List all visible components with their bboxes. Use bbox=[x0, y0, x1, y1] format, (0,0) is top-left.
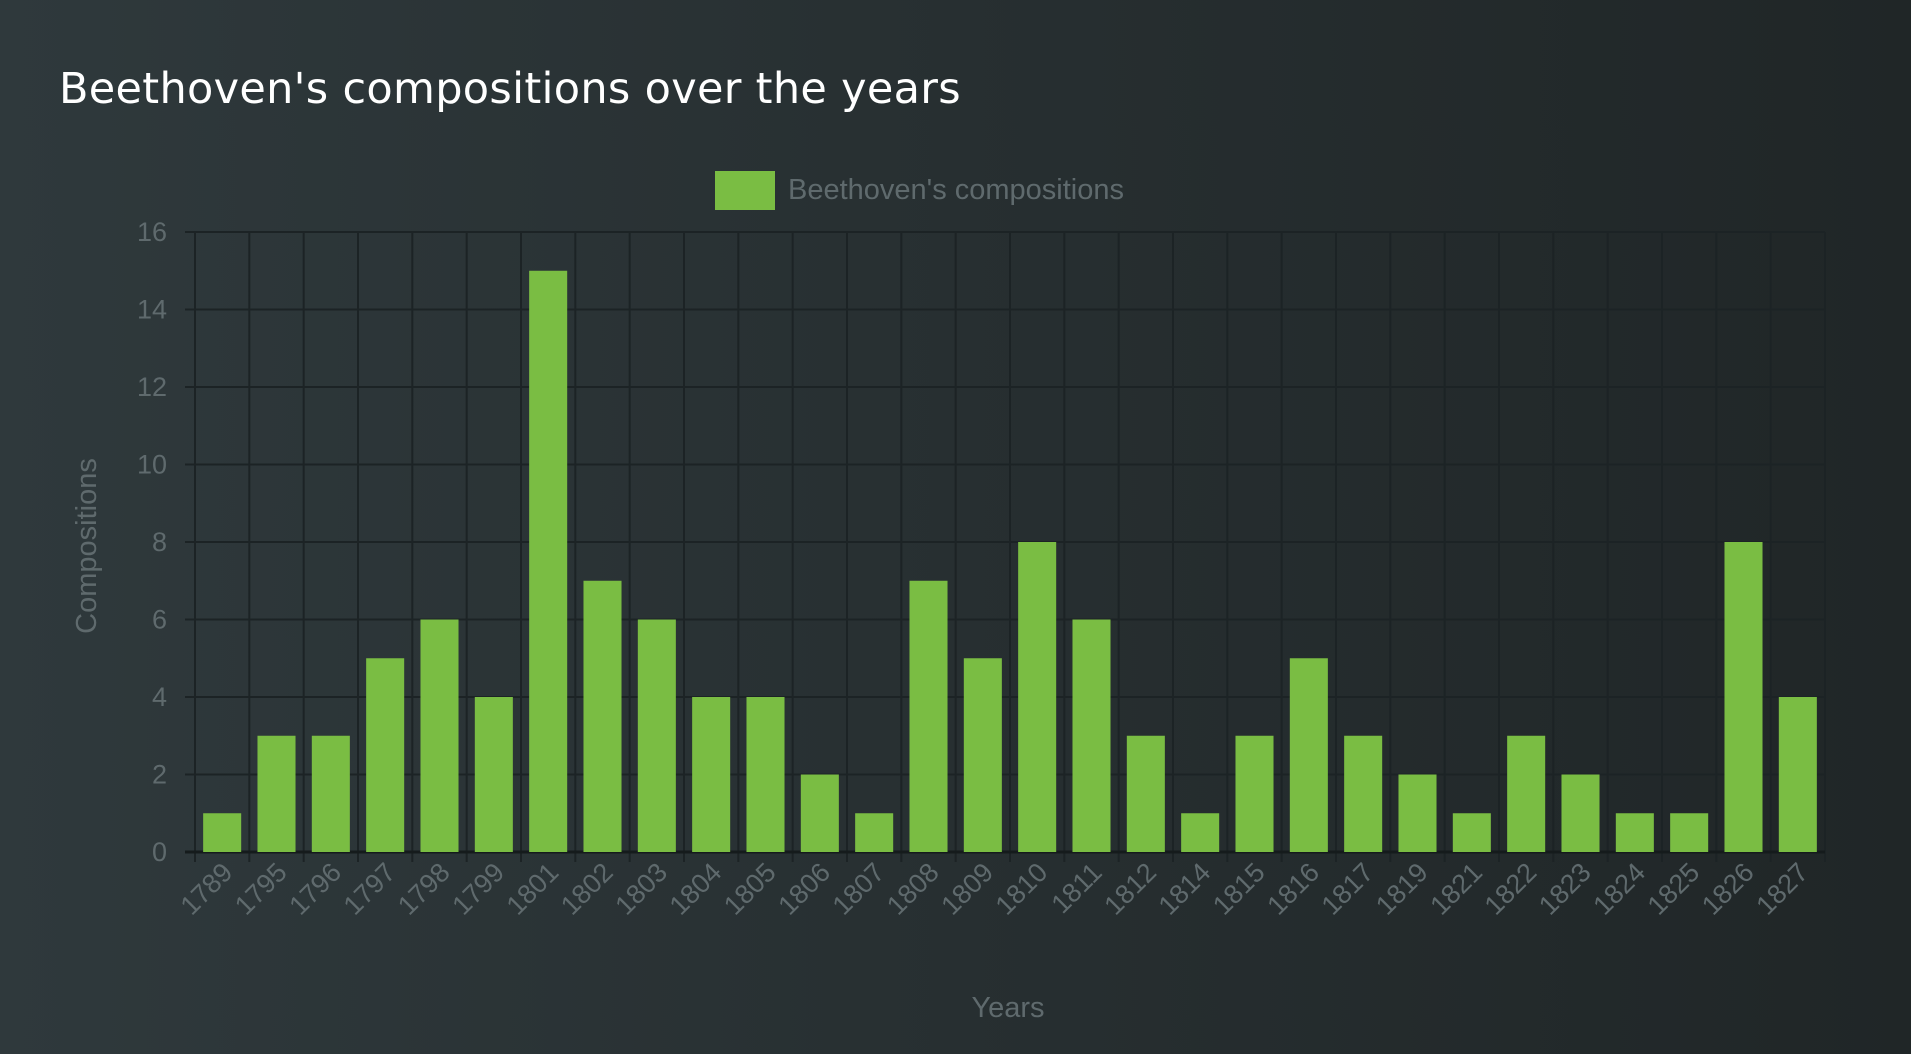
x-tick-label: 1789 bbox=[175, 857, 239, 921]
y-tick-label: 4 bbox=[152, 682, 167, 712]
chart-title: Beethoven's compositions over the years bbox=[59, 64, 961, 114]
x-tick-label: 1797 bbox=[338, 857, 402, 921]
x-tick-label: 1807 bbox=[827, 857, 891, 921]
bar bbox=[474, 697, 513, 852]
bar bbox=[855, 813, 894, 852]
x-tick-label: 1803 bbox=[609, 857, 673, 921]
y-tick-label: 12 bbox=[137, 372, 167, 402]
x-tick-label: 1826 bbox=[1696, 857, 1760, 921]
bar bbox=[1615, 813, 1654, 852]
x-tick-label: 1801 bbox=[501, 857, 565, 921]
x-tick-label: 1808 bbox=[881, 857, 945, 921]
legend-label: Beethoven's compositions bbox=[788, 174, 1124, 206]
bar bbox=[963, 658, 1002, 852]
x-tick-label: 1795 bbox=[229, 857, 293, 921]
x-tick-label: 1814 bbox=[1153, 857, 1217, 921]
x-tick-label: 1805 bbox=[718, 857, 782, 921]
bar bbox=[1561, 774, 1600, 852]
x-tick-label: 1796 bbox=[283, 857, 347, 921]
y-tick-label: 6 bbox=[152, 605, 167, 635]
x-tick-label: 1821 bbox=[1424, 857, 1488, 921]
x-tick-label: 1809 bbox=[935, 857, 999, 921]
bar bbox=[1778, 697, 1817, 852]
legend-swatch bbox=[715, 171, 775, 210]
bar bbox=[1507, 735, 1546, 852]
y-axis-title: Compositions bbox=[71, 458, 103, 634]
y-tick-label: 10 bbox=[137, 450, 167, 480]
x-tick-label: 1825 bbox=[1642, 857, 1706, 921]
bar bbox=[583, 580, 622, 852]
bar bbox=[1724, 542, 1763, 852]
x-axis-title: Years bbox=[971, 992, 1044, 1024]
x-tick-label: 1806 bbox=[772, 857, 836, 921]
bar bbox=[1181, 813, 1220, 852]
bar bbox=[909, 580, 948, 852]
bar bbox=[1670, 813, 1709, 852]
bar bbox=[257, 735, 296, 852]
bar bbox=[692, 697, 731, 852]
bar bbox=[1235, 735, 1274, 852]
bar bbox=[203, 813, 242, 852]
bar bbox=[1072, 619, 1111, 852]
x-tick-label: 1827 bbox=[1750, 857, 1814, 921]
x-tick-label: 1799 bbox=[446, 857, 510, 921]
x-tick-label: 1812 bbox=[1098, 857, 1162, 921]
y-tick-label: 0 bbox=[152, 837, 167, 867]
bar bbox=[311, 735, 350, 852]
x-tick-label: 1811 bbox=[1045, 857, 1107, 919]
bar bbox=[637, 619, 676, 852]
x-tick-label: 1816 bbox=[1261, 857, 1325, 921]
bar bbox=[1126, 735, 1165, 852]
x-tick-label: 1810 bbox=[990, 857, 1054, 921]
bar bbox=[366, 658, 405, 852]
bar bbox=[1018, 542, 1057, 852]
x-tick-label: 1817 bbox=[1316, 857, 1380, 921]
bar bbox=[529, 270, 568, 852]
bar bbox=[746, 697, 785, 852]
bar bbox=[1289, 658, 1328, 852]
x-tick-label: 1802 bbox=[555, 857, 619, 921]
bar bbox=[1452, 813, 1491, 852]
bar bbox=[1344, 735, 1383, 852]
bar bbox=[420, 619, 459, 852]
x-tick-label: 1819 bbox=[1370, 857, 1434, 921]
y-tick-label: 14 bbox=[137, 295, 167, 325]
x-tick-label: 1823 bbox=[1533, 857, 1597, 921]
x-tick-label: 1822 bbox=[1479, 857, 1543, 921]
bar bbox=[1398, 774, 1437, 852]
x-tick-label: 1815 bbox=[1207, 857, 1271, 921]
y-tick-label: 2 bbox=[152, 760, 167, 790]
x-tick-label: 1804 bbox=[664, 857, 728, 921]
y-tick-label: 16 bbox=[137, 217, 167, 247]
bar bbox=[800, 774, 839, 852]
x-tick-label: 1798 bbox=[392, 857, 456, 921]
x-tick-label: 1824 bbox=[1587, 857, 1651, 921]
y-tick-label: 8 bbox=[152, 527, 167, 557]
